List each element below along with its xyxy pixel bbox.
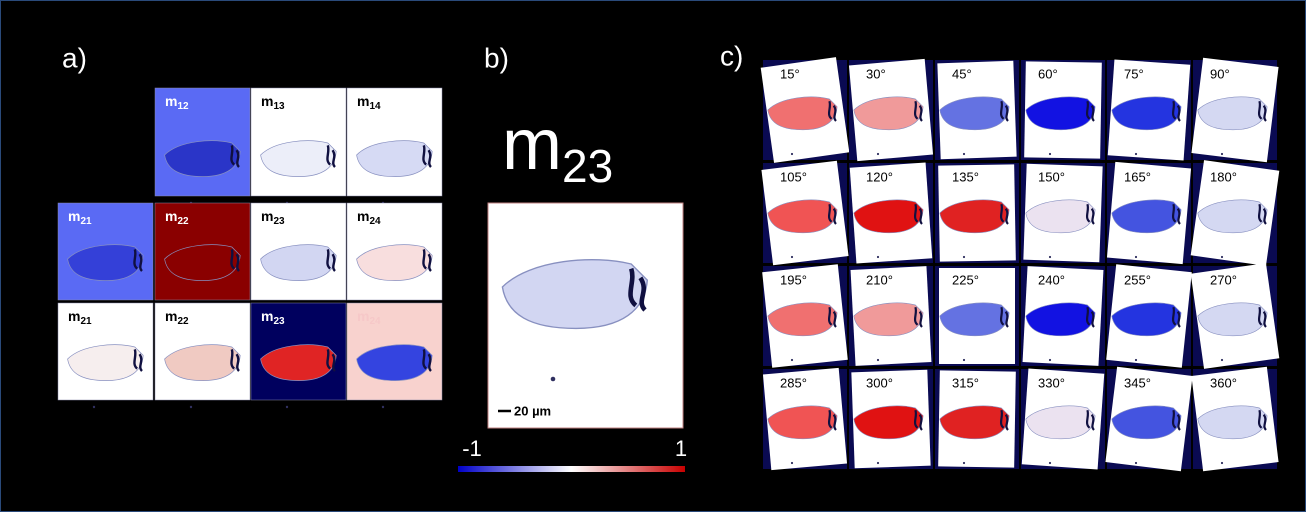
debris [791,153,793,155]
debris [877,462,879,464]
debris [382,406,384,408]
label-base: m [357,308,369,324]
label-sub: 13 [273,101,285,112]
label-sub: 12 [177,101,189,112]
panel-label: a) [62,42,87,73]
angle-label: 45° [952,66,972,81]
label-base: m [165,208,177,224]
scale-label: 20 µm [514,403,551,418]
label-base: m [261,93,273,109]
panel-label: b) [484,42,509,73]
label-sub: 14 [369,101,381,112]
debris [963,256,965,258]
label-base: m [165,93,177,109]
debris [791,256,793,258]
angle-label: 255° [1124,272,1151,287]
debris [1135,256,1137,258]
debris [1135,153,1137,155]
debris [190,406,192,408]
debris [93,406,95,408]
label-sub: 21 [80,316,92,327]
label-sub: 23 [273,216,285,227]
angle-label: 165° [1124,169,1151,184]
debris [1221,256,1223,258]
angle-label: 105° [780,169,807,184]
colorbar-min: -1 [462,436,482,461]
debris [551,377,556,382]
debris [791,462,793,464]
figure: a) b) c) m12m13m14m21m22m23m24m21m22m23m… [0,0,1306,512]
label-sub: 24 [369,316,381,327]
angle-label: 225° [952,272,979,287]
angle-label: 195° [780,272,807,287]
debris [791,359,793,361]
angle-label: 330° [1038,375,1065,390]
colorbar-max: 1 [675,436,687,461]
angle-label: 30° [866,66,886,81]
angle-label: 240° [1038,272,1065,287]
colorbar [458,466,685,472]
debris [286,406,288,408]
page: a) b) c) m12m13m14m21m22m23m24m21m22m23m… [0,0,1306,512]
debris [1049,153,1051,155]
label-sub: 22 [177,316,189,327]
angle-label: 345° [1124,375,1151,390]
label-base: m [357,208,369,224]
angle-label: 15° [780,66,800,81]
debris [877,256,879,258]
debris [1221,359,1223,361]
angle-label: 60° [1038,66,1058,81]
panel-label: c) [720,40,743,71]
label-sub: 24 [369,216,381,227]
debris [1049,256,1051,258]
label-base: m [165,308,177,324]
debris [877,153,879,155]
debris [1049,359,1051,361]
debris [1221,462,1223,464]
angle-label: 360° [1210,375,1237,390]
angle-label: 90° [1210,66,1230,81]
label-base: m [261,308,273,324]
debris [1135,462,1137,464]
angle-label: 210° [866,272,893,287]
label-base: m [502,105,562,185]
label-sub: 21 [80,216,92,227]
debris [963,153,965,155]
debris [877,359,879,361]
debris [1221,153,1223,155]
angle-label: 75° [1124,66,1144,81]
angle-label: 270° [1210,272,1237,287]
debris [963,462,965,464]
label-sub: 23 [562,140,613,192]
angle-label: 150° [1038,169,1065,184]
label-sub: 23 [273,316,285,327]
label-base: m [68,308,80,324]
angle-label: 120° [866,169,893,184]
angle-label: 285° [780,375,807,390]
label-base: m [357,93,369,109]
angle-label: 180° [1210,169,1237,184]
angle-label: 300° [866,375,893,390]
debris [1135,359,1137,361]
debris [1049,462,1051,464]
label-sub: 22 [177,216,189,227]
debris [963,359,965,361]
label-base: m [261,208,273,224]
angle-label: 315° [952,375,979,390]
angle-label: 135° [952,169,979,184]
label-base: m [68,208,80,224]
